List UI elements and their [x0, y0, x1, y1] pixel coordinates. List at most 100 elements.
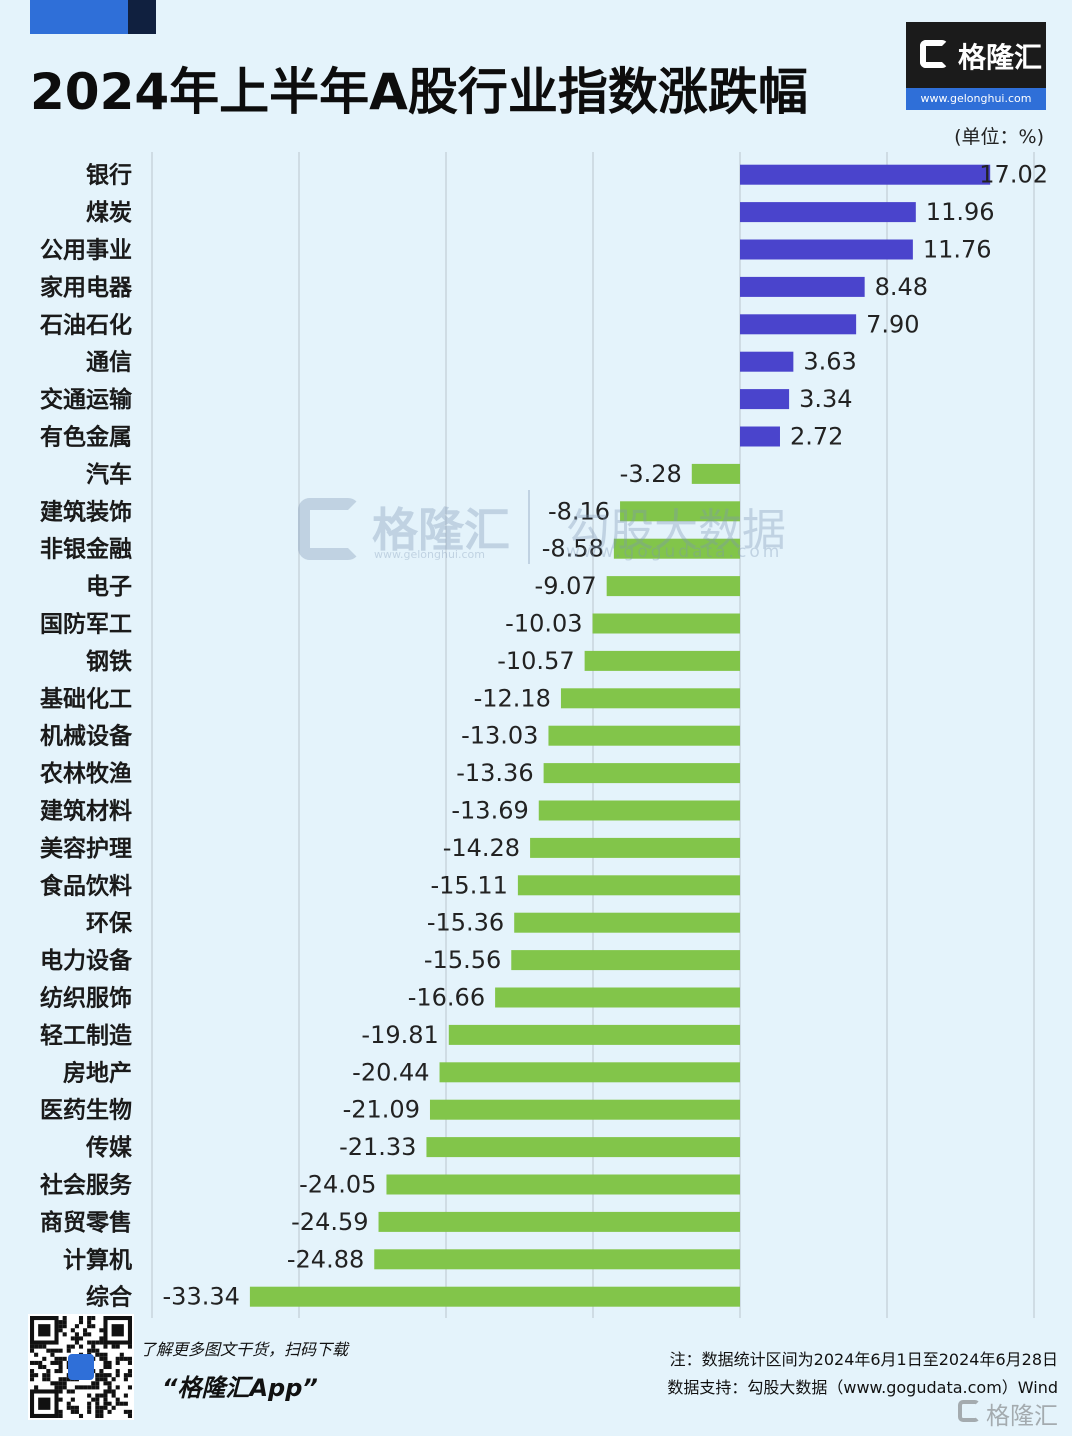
- category-label: 基础化工: [40, 685, 132, 712]
- bar: [448, 1024, 740, 1045]
- qr-module: [103, 1377, 108, 1382]
- qr-module: [30, 1344, 35, 1349]
- qr-module: [127, 1373, 132, 1378]
- qr-module: [78, 1316, 84, 1321]
- qr-module: [34, 1344, 39, 1349]
- category-label: 建筑装饰: [40, 498, 132, 525]
- qr-module: [95, 1340, 100, 1345]
- category-label: 石油石化: [39, 311, 132, 338]
- qr-module: [42, 1356, 47, 1361]
- qr-module: [87, 1385, 92, 1390]
- data-label: -21.09: [343, 1096, 420, 1124]
- bar: [560, 688, 740, 709]
- bar: [374, 1249, 740, 1270]
- bar-chart: 银行 17.02 煤炭 11.96 公用事业 11.76 家用电器 8.48 石油石化 7.90 通…: [39, 152, 1048, 1318]
- qr-module: [107, 1381, 112, 1386]
- qr-module: [99, 1328, 104, 1333]
- category-label: 煤炭: [86, 200, 132, 226]
- data-label: -13.69: [451, 797, 528, 825]
- qr-module: [62, 1381, 67, 1386]
- qr-module: [58, 1389, 63, 1394]
- corner-brand: 格隆汇: [986, 1402, 1058, 1430]
- logo-url: www.gelonghui.com: [906, 88, 1046, 110]
- qr-module: [70, 1328, 75, 1333]
- category-label: 汽车: [86, 461, 132, 488]
- qr-module: [103, 1356, 108, 1361]
- qr-module: [30, 1360, 35, 1365]
- qr-module: [99, 1369, 104, 1374]
- qr-module: [107, 1401, 112, 1406]
- qr-module: [30, 1373, 35, 1378]
- qr-module: [95, 1385, 100, 1390]
- category-label: 交通运输: [40, 386, 133, 413]
- qr-module: [38, 1364, 43, 1370]
- qr-module: [50, 1348, 55, 1353]
- chart-title: 2024年上半年A股行业指数涨跌幅: [30, 63, 808, 121]
- qr-finder: [38, 1324, 51, 1337]
- qr-module: [50, 1360, 55, 1365]
- qr-module: [78, 1413, 84, 1418]
- qr-module: [46, 1377, 51, 1382]
- qr-module: [62, 1316, 67, 1321]
- qr-module: [54, 1360, 59, 1365]
- qr-module: [95, 1397, 100, 1402]
- qr-code: [28, 1314, 134, 1420]
- bar: [543, 763, 740, 784]
- qr-module: [66, 1344, 71, 1349]
- qr-module: [127, 1360, 132, 1365]
- qr-module: [30, 1377, 35, 1382]
- qr-module: [111, 1393, 116, 1398]
- qr-module: [103, 1381, 108, 1386]
- data-label: -8.16: [548, 497, 610, 525]
- qr-module: [70, 1397, 75, 1402]
- qr-module: [115, 1369, 120, 1374]
- data-label: -13.36: [456, 759, 533, 787]
- qr-module: [78, 1320, 84, 1325]
- header-accent-dark: [128, 0, 156, 34]
- qr-module: [87, 1332, 92, 1337]
- qr-module: [46, 1369, 51, 1374]
- qr-module: [62, 1377, 67, 1382]
- qr-module: [54, 1348, 59, 1353]
- bar: [740, 426, 780, 447]
- qr-module: [127, 1385, 132, 1390]
- data-label: -15.11: [431, 871, 508, 899]
- brand-logo: 格隆汇 www.gelonghui.com: [906, 22, 1046, 110]
- category-label: 国防军工: [40, 611, 132, 638]
- bar: [606, 576, 740, 597]
- bar: [514, 912, 740, 933]
- category-label: 公用事业: [40, 238, 132, 264]
- qr-module: [103, 1401, 108, 1406]
- qr-module: [46, 1348, 51, 1353]
- category-label: 非银金融: [40, 536, 132, 563]
- qr-module: [91, 1397, 96, 1402]
- logo-brand-text: 格隆汇: [958, 41, 1043, 74]
- qr-module: [95, 1409, 100, 1414]
- qr-module: [95, 1352, 100, 1357]
- qr-module: [70, 1336, 75, 1341]
- data-label: -12.18: [474, 684, 551, 712]
- qr-module: [99, 1340, 104, 1345]
- qr-module: [66, 1377, 71, 1382]
- qr-module: [87, 1340, 92, 1345]
- data-label: -8.58: [542, 535, 604, 563]
- qr-module: [58, 1320, 63, 1325]
- qr-module: [111, 1405, 116, 1410]
- bar: [426, 1137, 740, 1158]
- promo-text: 了解更多图文干货，扫码下载: [140, 1340, 349, 1359]
- category-label: 银行: [86, 162, 132, 189]
- qr-module: [50, 1352, 55, 1357]
- category-label: 钢铁: [86, 649, 132, 675]
- data-label: -3.28: [620, 460, 682, 488]
- qr-module: [99, 1336, 104, 1341]
- qr-module: [54, 1385, 59, 1390]
- bar: [511, 950, 740, 971]
- corner-g-icon: [958, 1400, 980, 1422]
- data-label: 2.72: [790, 423, 843, 451]
- qr-module: [87, 1405, 92, 1410]
- qr-module: [83, 1328, 88, 1333]
- category-label: 传媒: [85, 1134, 133, 1161]
- qr-module: [62, 1332, 67, 1337]
- qr-module: [66, 1405, 71, 1410]
- bar: [386, 1174, 740, 1195]
